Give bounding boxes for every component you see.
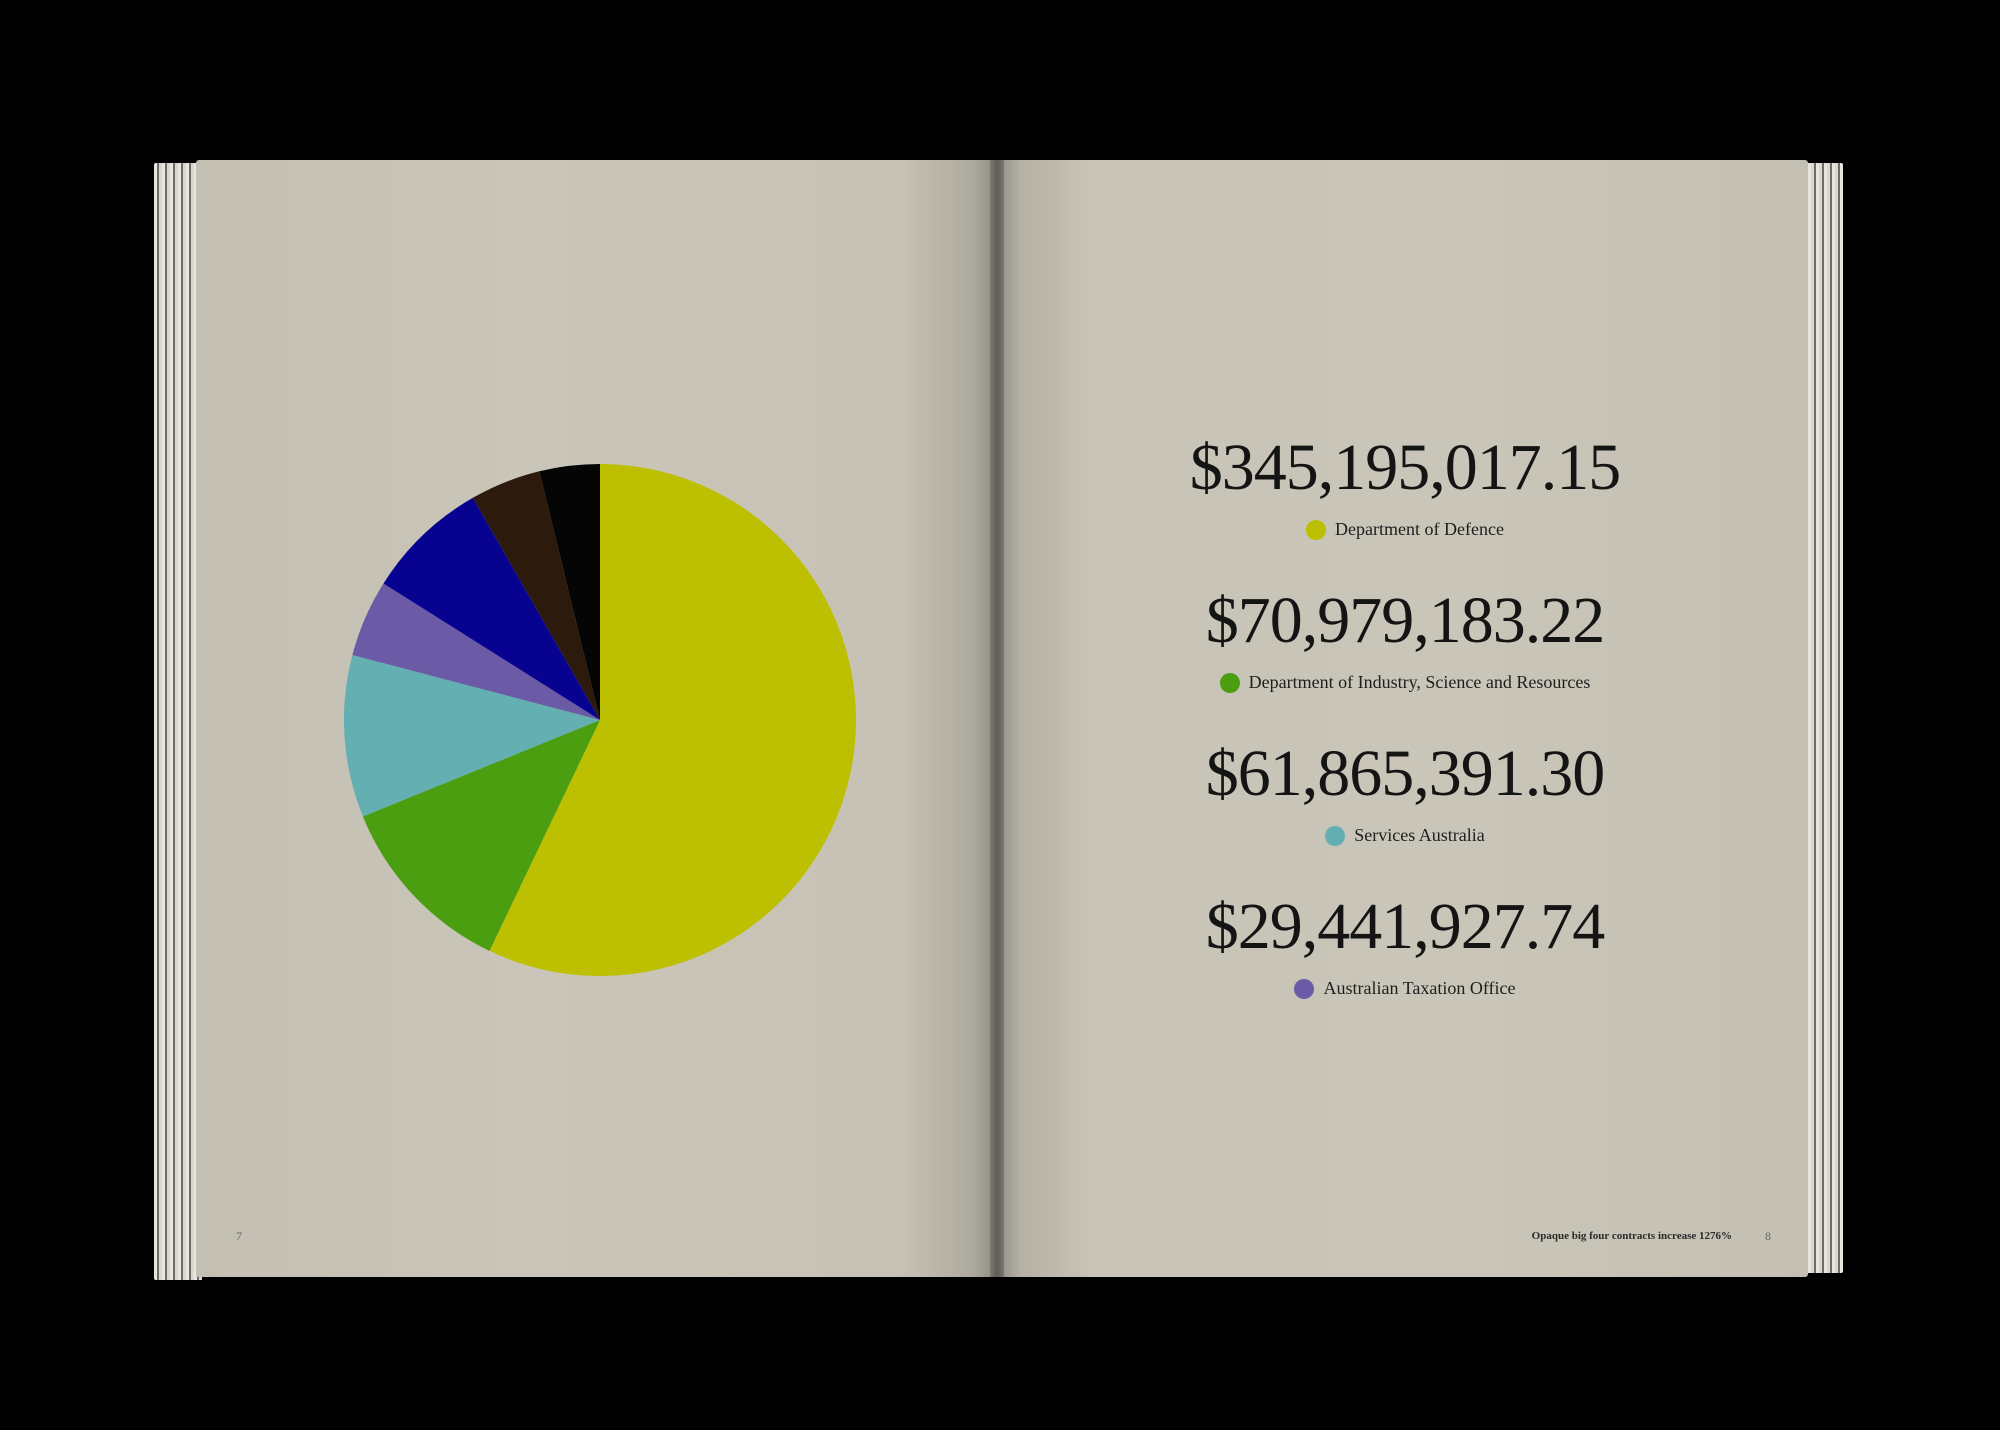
left-page-number: 7 bbox=[236, 1229, 242, 1243]
pie-slice-3 bbox=[344, 655, 600, 817]
legend-item-industry: Department of Industry, Science and Reso… bbox=[1140, 672, 1670, 693]
legend-item-services-australia: Services Australia bbox=[1140, 825, 1670, 846]
running-footer-title: Opaque big four contracts increase 1276% bbox=[1531, 1230, 1732, 1242]
legend-item-ato: Australian Taxation Office bbox=[1140, 978, 1670, 999]
amount-services-australia: $61,865,391.30 bbox=[1205, 737, 1606, 810]
legend-dot-industry bbox=[1219, 672, 1240, 693]
legend-label-services-australia: Services Australia bbox=[1354, 825, 1485, 845]
amount-industry: $70,979,183.22 bbox=[1205, 584, 1606, 657]
page-edges-left bbox=[154, 163, 202, 1280]
right-page bbox=[996, 160, 1808, 1277]
legend-dot-defence bbox=[1306, 519, 1327, 540]
legend-label-industry: Department of Industry, Science and Reso… bbox=[1248, 672, 1591, 692]
legend-label-ato: Australian Taxation Office bbox=[1323, 978, 1516, 998]
pie-slice-2 bbox=[362, 720, 600, 951]
amount-ato: $29,441,927.74 bbox=[1205, 890, 1606, 963]
page-edges-right bbox=[1803, 163, 1843, 1273]
legend-dot-services-australia bbox=[1325, 825, 1346, 846]
pie-slice-7 bbox=[539, 464, 600, 720]
pie-slice-5 bbox=[383, 497, 600, 720]
pie-slice-1 bbox=[489, 464, 857, 976]
right-page-number: 8 bbox=[1765, 1229, 1771, 1243]
pie-slice-6 bbox=[472, 471, 600, 720]
legend-label-defence: Department of Defence bbox=[1335, 519, 1504, 539]
pie-chart bbox=[344, 464, 857, 976]
legend-item-defence: Department of Defence bbox=[1140, 519, 1670, 540]
legend-dot-ato bbox=[1294, 978, 1315, 999]
amount-defence: $345,195,017.15 bbox=[1189, 431, 1622, 504]
book-gutter bbox=[990, 160, 1004, 1277]
pie-slice-4 bbox=[352, 583, 600, 720]
